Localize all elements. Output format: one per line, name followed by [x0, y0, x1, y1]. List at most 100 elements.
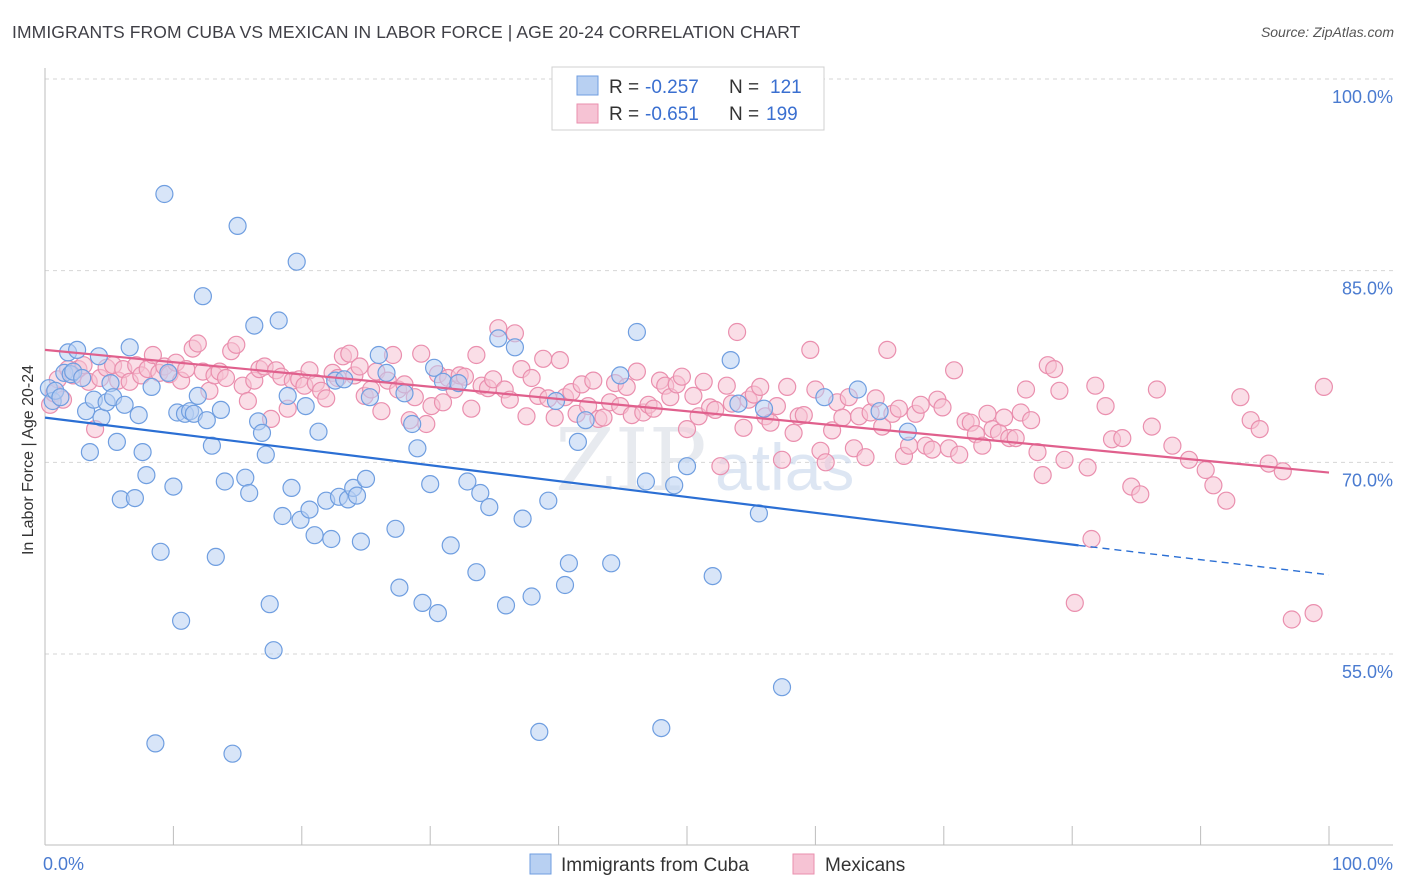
chart-title: IMMIGRANTS FROM CUBA VS MEXICAN IN LABOR…: [12, 22, 801, 42]
data-point: [211, 400, 230, 419]
data-point: [449, 374, 468, 393]
data-point: [546, 391, 566, 411]
data-point: [1078, 458, 1097, 477]
legend-n-label-cuba: N =: [729, 77, 759, 98]
data-point: [729, 394, 748, 413]
bottom-legend-swatch-cuba: [529, 853, 552, 875]
data-point: [772, 678, 792, 697]
data-point: [1021, 411, 1041, 430]
data-point: [1147, 380, 1167, 399]
data-point: [206, 547, 225, 567]
data-point: [372, 402, 391, 421]
data-point: [870, 402, 889, 421]
data-point: [539, 491, 558, 510]
data-point: [340, 344, 359, 363]
data-point: [652, 718, 671, 738]
data-point: [794, 406, 813, 425]
data-point: [1050, 381, 1069, 400]
data-point: [602, 554, 621, 573]
data-point: [80, 443, 100, 462]
data-point: [256, 445, 275, 464]
legend-r-value-cuba: -0.257: [645, 77, 699, 98]
data-point: [772, 450, 792, 469]
data-point: [300, 500, 319, 519]
data-point: [1273, 462, 1292, 481]
data-point: [260, 595, 279, 614]
data-point: [386, 519, 405, 538]
data-point: [403, 414, 422, 434]
data-point: [994, 408, 1014, 427]
data-point: [703, 566, 722, 586]
data-point: [350, 357, 369, 376]
data-point: [369, 345, 388, 365]
data-point: [1282, 610, 1301, 629]
data-point: [550, 351, 570, 370]
data-point: [1142, 417, 1161, 436]
data-point: [1196, 460, 1215, 480]
data-point: [1217, 491, 1236, 510]
data-point: [530, 722, 549, 742]
y-tick-labels: 55.0% 70.0% 85.0% 100.0%: [1332, 87, 1393, 682]
data-point: [245, 316, 264, 335]
legend-n-label-mexicans: N =: [729, 104, 759, 125]
data-point: [555, 575, 575, 595]
data-point: [1028, 443, 1047, 462]
data-point: [356, 469, 376, 488]
data-point: [269, 311, 288, 330]
data-point: [1250, 420, 1269, 439]
data-point: [193, 287, 212, 306]
data-point: [833, 408, 852, 427]
data-point: [950, 445, 969, 464]
data-point: [784, 423, 803, 442]
data-point: [1082, 529, 1101, 549]
data-point: [677, 420, 697, 439]
bottom-legend-swatch-mexicans: [792, 853, 815, 875]
data-point: [611, 366, 630, 385]
data-point: [223, 744, 242, 763]
data-point: [677, 457, 697, 476]
data-point: [462, 399, 481, 418]
data-point: [347, 486, 367, 505]
data-point: [115, 395, 134, 414]
y-axis-title: In Labor Force | Age 20-24: [20, 365, 37, 555]
data-point: [522, 587, 541, 606]
data-point: [377, 363, 396, 382]
data-point: [1033, 466, 1052, 485]
data-point: [433, 393, 453, 412]
data-point: [351, 532, 370, 551]
data-point: [933, 398, 952, 417]
data-point: [636, 472, 656, 491]
legend-n-value-mexicans: 199: [766, 104, 798, 125]
data-point: [309, 422, 328, 441]
trendline-cuba-extrapolated: [1078, 544, 1330, 576]
data-point: [428, 603, 447, 623]
data-point: [889, 399, 909, 418]
bottom-legend-label-cuba: Immigrants from Cuba: [561, 855, 749, 876]
data-point: [568, 432, 588, 451]
data-point: [421, 475, 440, 494]
data-point: [815, 388, 834, 407]
gridlines: [45, 78, 1393, 655]
x-tick-label-min: 0.0%: [43, 854, 84, 874]
data-point: [484, 370, 503, 389]
data-point: [155, 184, 174, 204]
y-tick-label: 100.0%: [1332, 87, 1393, 107]
data-point: [1096, 397, 1115, 416]
data-point: [1204, 476, 1223, 495]
data-point: [1065, 593, 1084, 613]
data-point: [278, 386, 297, 405]
data-point: [238, 391, 257, 411]
data-point: [489, 329, 508, 348]
data-point: [188, 386, 207, 405]
data-point: [188, 334, 207, 353]
data-point: [1113, 429, 1132, 448]
data-point: [296, 397, 315, 416]
data-point: [576, 411, 595, 430]
data-point: [395, 384, 414, 403]
cuba-points: [39, 184, 917, 763]
data-point: [1055, 450, 1074, 469]
data-point: [252, 423, 272, 442]
data-point: [215, 472, 234, 491]
data-point: [684, 386, 703, 405]
